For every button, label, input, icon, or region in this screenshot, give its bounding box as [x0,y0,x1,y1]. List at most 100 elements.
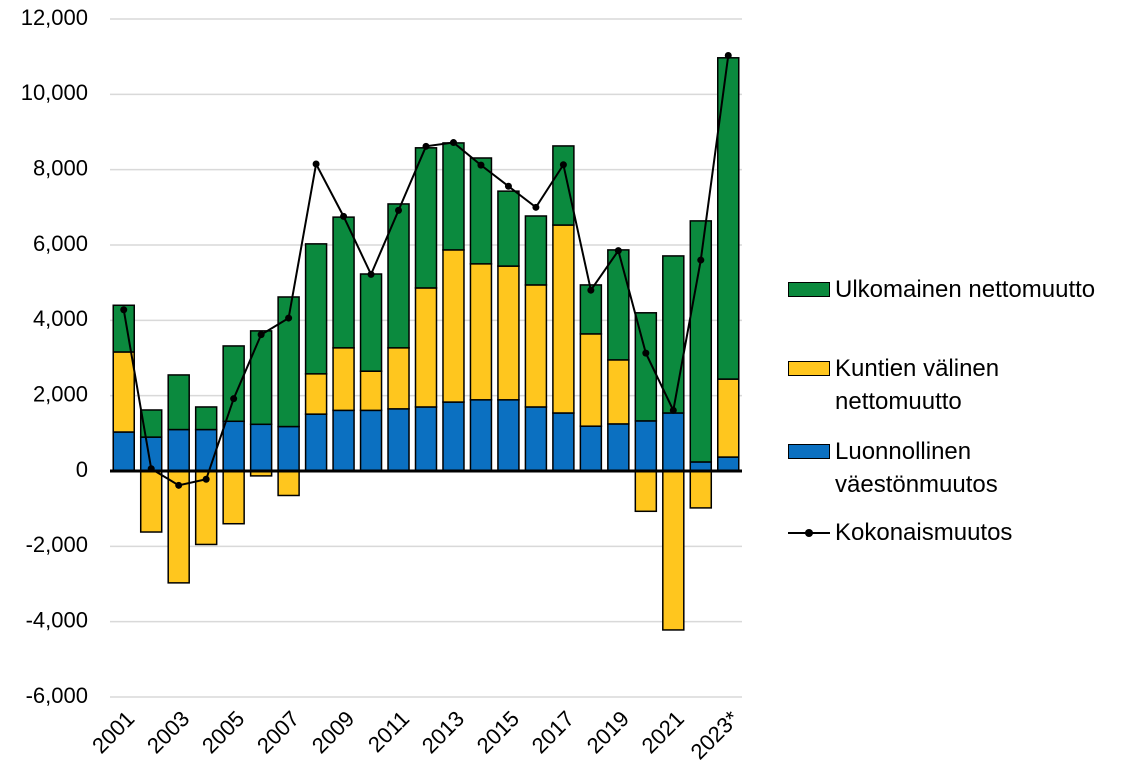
bar [332,216,355,349]
bar [277,296,300,428]
legend-swatch [788,282,830,297]
bar [359,409,383,472]
bar [634,470,658,513]
total-marker [340,212,348,220]
y-tick-label: 4,000 [33,306,88,331]
total-marker [669,406,677,414]
bar [497,190,520,267]
total-marker [202,475,210,483]
total-marker [449,139,457,147]
legend-swatch [788,361,830,376]
bar [139,409,163,438]
total-marker [230,395,238,403]
bar [469,263,493,401]
total-marker [285,314,293,322]
bar [387,408,410,472]
total-marker [257,331,265,339]
legend-item: Kuntien välinen nettomuutto [788,352,1050,418]
y-tick-label: 12,000 [21,5,88,30]
total-marker [724,52,732,60]
bar [304,413,328,472]
bar [552,224,575,414]
bar [607,249,630,361]
bar [387,203,410,349]
total-marker [614,247,622,255]
bar [524,406,548,472]
bar [717,378,740,458]
total-marker [147,465,155,473]
total-marker [477,161,485,169]
x-tick-label: 2011 [363,706,414,757]
x-tick-label: 2003 [142,706,194,758]
bar [442,249,465,403]
bar [414,406,438,472]
bar [607,359,630,425]
y-tick-label: 0 [76,457,88,482]
bar [497,265,520,401]
x-tick-label: 2013 [417,706,469,758]
legend-label: Ulkomainen nettomuutto [835,276,1096,303]
x-tick-label: 2015 [472,706,524,758]
y-tick-label: 2,000 [33,381,88,406]
bar [222,345,245,423]
bar [662,412,685,472]
y-tick-label: -4,000 [26,607,88,632]
bar [579,425,603,472]
total-marker [120,306,128,314]
bar [304,373,328,415]
bar [717,456,740,472]
bar [552,412,575,472]
total-marker [395,206,403,214]
x-tick-label: 2023* [686,706,745,765]
bar [552,145,575,226]
legend-item: Kokonaismuutos [788,516,1012,549]
bar [634,312,658,422]
bar [579,333,603,427]
bar [414,147,438,289]
bar [222,470,245,525]
bar [579,284,603,335]
bar [222,420,245,472]
bar [442,401,465,472]
bar [304,243,328,375]
bar [524,215,548,286]
legend-swatch [788,444,830,459]
total-marker [367,270,375,278]
bar [359,273,383,372]
bar [689,220,713,463]
y-tick-label: 8,000 [33,155,88,180]
bar [497,399,520,472]
bar [387,347,410,410]
bar [194,406,218,431]
bar [332,409,355,472]
y-tick-label: 6,000 [33,231,88,256]
total-marker [642,349,650,357]
bar [469,399,493,472]
bar [662,470,685,631]
bar [414,287,438,408]
legend-label: Kokonaismuutos [835,519,1013,546]
x-tick-label: 2021 [637,706,689,758]
bar [689,470,713,509]
total-marker [559,161,567,169]
bar [442,142,465,251]
bar [607,423,630,472]
bar [469,157,493,265]
bar [524,284,548,408]
bar [112,431,135,472]
x-tick-label: 2009 [307,706,359,758]
x-tick-label: 2005 [197,706,249,758]
bar [194,428,218,472]
bar [167,374,190,431]
y-tick-label: 10,000 [21,80,88,105]
legend-item: Luonnollinen väestönmuutos [788,435,1050,501]
bar [112,351,135,433]
bar [277,470,300,497]
total-marker [697,256,705,264]
bar [359,370,383,412]
bar [332,347,355,412]
total-marker [504,182,512,190]
total-marker [312,160,320,168]
